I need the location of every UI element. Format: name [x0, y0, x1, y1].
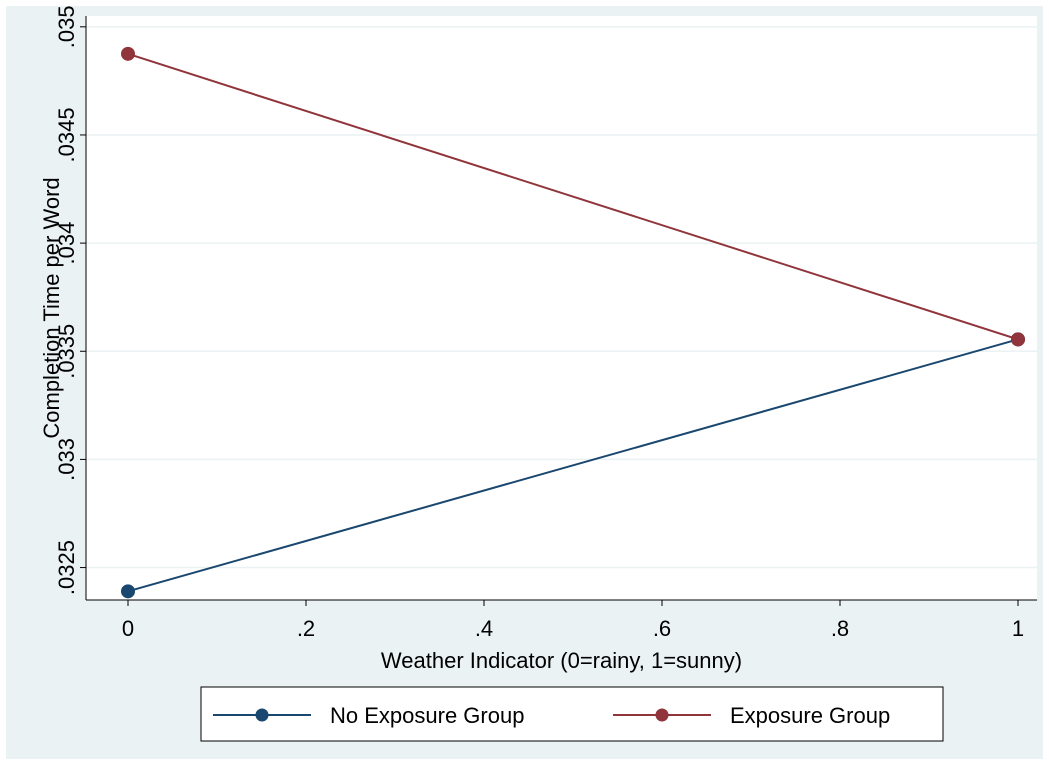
data-point — [121, 584, 135, 599]
legend-swatch-marker — [655, 708, 669, 722]
x-axis-label: Weather Indicator (0=rainy, 1=sunny) — [381, 648, 742, 673]
series-line-0 — [127, 338, 1019, 593]
y-tick-label: .035 — [54, 5, 79, 48]
x-tick-label: 1 — [1012, 616, 1024, 641]
y-tick-label: .0345 — [54, 107, 79, 162]
legend: No Exposure Group Exposure Group — [200, 686, 944, 742]
x-tick-label: .4 — [475, 616, 493, 641]
x-tick-label: .8 — [831, 616, 849, 641]
y-tick-label: .0335 — [54, 324, 79, 379]
x-tick-label: .6 — [653, 616, 671, 641]
y-tick-label: .034 — [54, 222, 79, 265]
legend-label: Exposure Group — [730, 703, 890, 728]
data-markers — [121, 46, 1025, 599]
x-tick-label: .2 — [297, 616, 315, 641]
legend-items: No Exposure Group Exposure Group — [213, 703, 890, 728]
legend-swatch-marker — [255, 708, 269, 722]
gridlines — [86, 26, 1037, 569]
y-tick-label: .033 — [54, 438, 79, 481]
axes: .0325 .033 .0335 .034 .0345 .035 0 .2 .4 .6 .8 1 — [54, 5, 1037, 641]
series-line-1 — [127, 52, 1019, 341]
series-lines — [127, 52, 1019, 593]
y-tick-label: .0325 — [54, 540, 79, 595]
legend-label: No Exposure Group — [330, 703, 524, 728]
y-axis-label: Completion Time per Word — [39, 177, 64, 438]
x-tick-label: 0 — [122, 616, 134, 641]
plot-area — [86, 16, 1037, 600]
legend-box — [200, 686, 944, 742]
data-point — [121, 46, 135, 61]
data-point — [1011, 332, 1025, 347]
